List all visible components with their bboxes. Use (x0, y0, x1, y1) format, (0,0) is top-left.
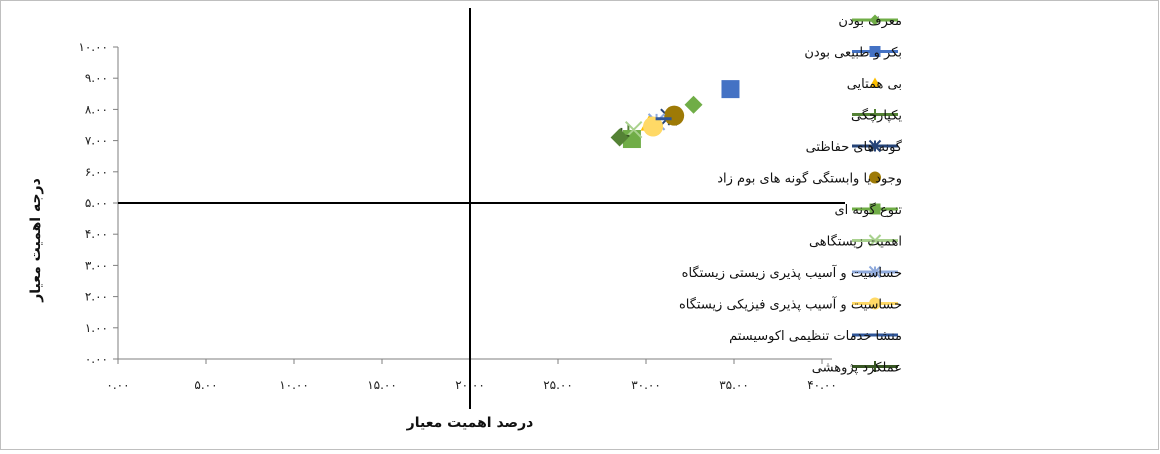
marker-shape (869, 46, 881, 57)
legend-marker (869, 77, 881, 88)
y-tick-label: ۵.۰۰ (85, 196, 108, 210)
plot-area: ۰.۰۰ ۱.۰۰ ۲.۰۰ ۳.۰۰ ۴.۰۰ ۵.۰۰ ۶.۰۰ ۷.۰۰ ۸.۰۰ ۹.۰۰… (78, 8, 845, 409)
legend-marker (869, 361, 881, 372)
marker-shape (869, 77, 881, 88)
legend-marker (869, 14, 881, 26)
data-point-1 (721, 80, 740, 99)
legend-item-7: اهمیت زیستگاهی (809, 234, 902, 250)
x-tick-label: ۱۰.۰۰ (279, 378, 309, 392)
marker-shape (869, 203, 881, 215)
legend-marker (868, 234, 882, 247)
legend-label: وجود یا وابستگی گونه های بوم زاد (717, 171, 902, 187)
legend-label: یکپارچگی (851, 108, 902, 124)
data-point-9 (643, 116, 664, 137)
y-tick-label: ۸.۰۰ (85, 102, 108, 116)
legend-label: عملکرد پژوهشی (812, 361, 902, 376)
marker-shape (869, 297, 881, 310)
legend-marker (868, 139, 882, 153)
legend-marker (869, 297, 881, 310)
legend-item-3: یکپارچگی (851, 108, 902, 124)
marker-shape (868, 234, 882, 247)
legend-marker (869, 109, 881, 120)
x-tick-label: ۴۰.۰۰ (807, 378, 837, 392)
x-tick-label: ۱۵.۰۰ (367, 378, 397, 392)
x-tick-label: ۵.۰۰ (194, 378, 217, 392)
y-tick-label: ۹.۰۰ (85, 71, 108, 85)
legend-item-1: بکر و طبیعی بودن (804, 46, 902, 61)
legend-label: منشا خدمات تنظیمی اکوسیستم (729, 329, 902, 344)
x-tick-label: ۰.۰۰ (106, 378, 129, 392)
marker-shape (643, 116, 664, 137)
marker-shape (684, 95, 703, 114)
data-point-5 (664, 105, 685, 126)
legend-item-5: وجود یا وابستگی گونه های بوم زاد (717, 171, 902, 187)
legend-label: تنوع گونه ای (834, 202, 902, 218)
legend-item-8: حساسیت و آسیب پذیری زیستی زیستگاه (682, 264, 902, 281)
legend-item-6: تنوع گونه ای (834, 202, 902, 218)
y-tick-label: ۱.۰۰ (85, 321, 108, 335)
y-tick-label: ۶.۰۰ (85, 165, 108, 179)
legend-label: بی همتایی (847, 77, 902, 92)
legend-label: حساسیت و آسیب پذیری زیستی زیستگاه (682, 264, 902, 281)
y-tick-label: ۱۰.۰۰ (78, 40, 108, 54)
x-tick-label: ۳۵.۰۰ (719, 378, 749, 392)
legend-label: معرف بودن (838, 14, 902, 29)
legend-item-9: حساسیت و آسیب پذیری فیزیکی زیستگاه (679, 296, 902, 313)
legend-marker (869, 171, 881, 184)
data-marks (610, 80, 740, 149)
legend-label: اهمیت زیستگاهی (809, 234, 902, 250)
marker-shape (869, 14, 881, 26)
legend-marker (869, 46, 881, 57)
y-tick-label: ۷.۰۰ (85, 134, 108, 148)
y-tick-label: ۰.۰۰ (85, 352, 108, 366)
marker-shape (869, 171, 881, 184)
legend-item-0: معرف بودن (838, 14, 902, 29)
legend-item-11: عملکرد پژوهشی (812, 361, 902, 376)
marker-shape (721, 80, 740, 99)
y-tick-label: ۲.۰۰ (85, 290, 108, 304)
legend-item-2: بی همتایی (847, 77, 902, 92)
marker-shape (664, 105, 685, 126)
x-tick-label: ۲۵.۰۰ (543, 378, 573, 392)
y-axis-title: درجه اهمیت معیار (28, 178, 44, 303)
legend-marker (868, 265, 882, 279)
data-point-0 (684, 95, 703, 114)
y-tick-label: ۴.۰۰ (85, 227, 108, 241)
y-tick-label: ۳.۰۰ (85, 258, 108, 272)
x-tick-label: ۳۰.۰۰ (631, 378, 661, 392)
x-axis-title: درصد اهمیت معیار (406, 415, 534, 431)
legend: معرف بودن بکر و طبیعی بودن بی همتایی یکپارچ… (679, 14, 903, 376)
legend-item-10: منشا خدمات تنظیمی اکوسیستم (729, 329, 902, 344)
legend-marker (869, 203, 881, 215)
marker-shape (610, 128, 629, 147)
legend-item-4: گونه های حفاظتی (806, 139, 903, 155)
legend-label: گونه های حفاظتی (806, 139, 903, 155)
legend-label: حساسیت و آسیب پذیری فیزیکی زیستگاه (679, 296, 902, 313)
data-point-12 (610, 128, 629, 147)
legend-label: بکر و طبیعی بودن (804, 46, 902, 61)
